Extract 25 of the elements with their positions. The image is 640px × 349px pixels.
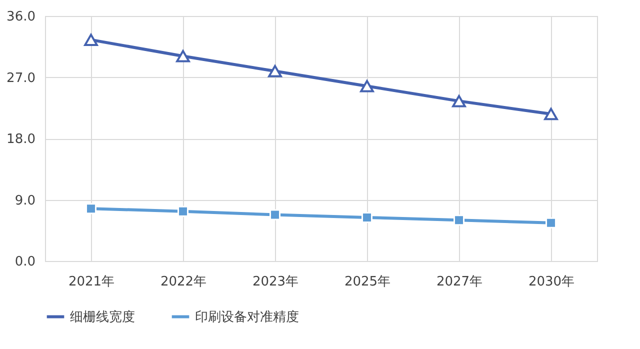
y-tick-label: 18.0 [6,132,36,147]
legend-label: 印刷设备对准精度 [195,308,299,325]
point [84,34,98,46]
x-tick-label: 2022年 [160,274,207,290]
point [268,65,282,78]
point [452,94,466,108]
point [176,50,190,62]
x-tick-label: 2025年 [344,274,391,290]
y-tick-label: 0.0 [14,254,36,270]
point [178,206,188,217]
y-tick-label: 36.0 [6,10,36,24]
point [544,108,558,120]
point [86,203,96,214]
point [454,214,464,226]
x-tick-label: 2030年 [528,274,575,290]
x-tick-label: 2021年 [68,274,115,290]
y-tick-label: 9.0 [14,193,36,208]
point [546,217,556,228]
x-tick-label: 2027年 [436,274,483,290]
point [360,80,374,92]
point [270,209,280,220]
x-tick-label: 2023年 [252,274,299,290]
point [362,212,372,223]
y-tick-label: 27.0 [6,70,36,86]
legend-label: 细栅线宽度 [70,308,135,325]
